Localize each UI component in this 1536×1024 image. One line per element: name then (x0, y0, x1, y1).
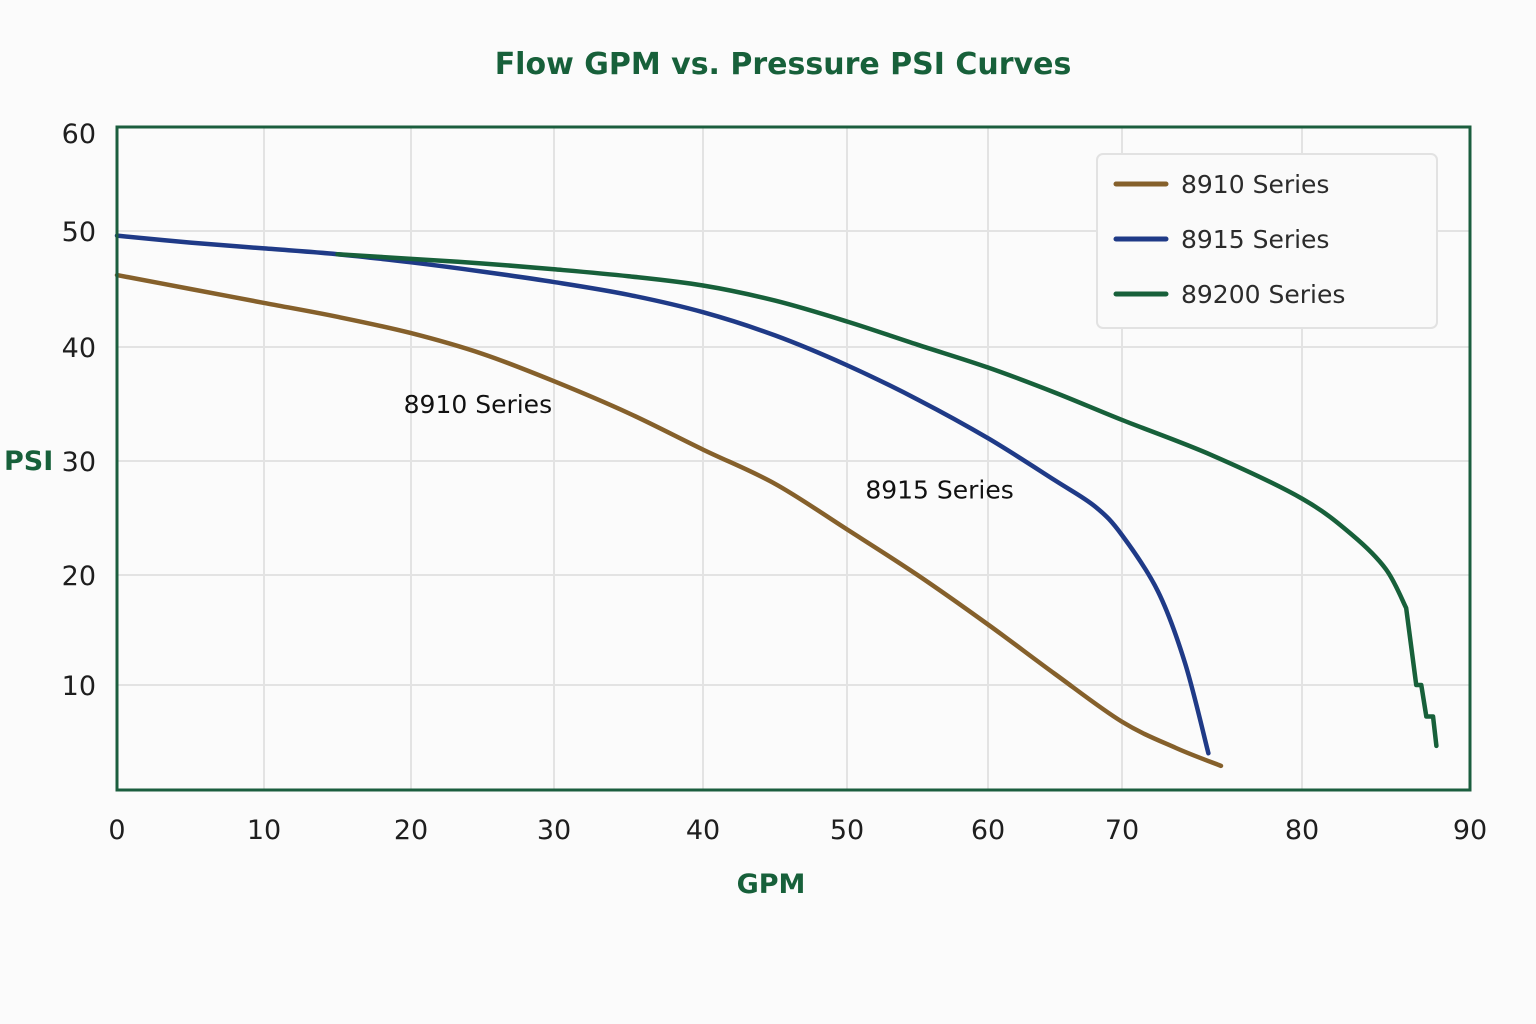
x-tick-label: 0 (108, 815, 125, 846)
legend-label: 8910 Series (1181, 170, 1329, 199)
series-annotation: 8915 Series (865, 476, 1013, 505)
legend-item: 89200 Series (1113, 280, 1345, 309)
series-annotation: 8910 Series (404, 390, 552, 419)
y-tick-label: 30 (62, 447, 96, 478)
y-tick-label: 50 (62, 217, 96, 248)
legend-item: 8910 Series (1113, 170, 1329, 199)
chart-title: Flow GPM vs. Pressure PSI Curves (495, 47, 1072, 82)
x-tick-label: 50 (830, 815, 864, 846)
series-line-89200-series (335, 251, 1439, 749)
x-tick-label: 80 (1285, 815, 1319, 846)
series-line-8910-series (114, 272, 1224, 769)
y-tick-label: 10 (62, 671, 96, 702)
x-tick-label: 60 (971, 815, 1005, 846)
y-tick-label: 20 (62, 561, 96, 592)
series-line-8915-series (114, 233, 1211, 756)
x-tick-label: 90 (1453, 815, 1487, 846)
series-lines (114, 233, 1439, 769)
x-tick-label: 20 (394, 815, 428, 846)
y-axis-ticks: 10 20 30 40 50 60 (62, 119, 96, 702)
x-tick-label: 30 (537, 815, 571, 846)
x-axis-label: GPM (737, 869, 806, 900)
plot-frame (115, 125, 1472, 792)
x-tick-label: 10 (247, 815, 281, 846)
annotations: 8910 Series 8915 Series (404, 390, 1014, 505)
legend: 8910 Series 8915 Series 89200 Series (1096, 153, 1438, 329)
legend-label: 89200 Series (1181, 280, 1345, 309)
x-tick-label: 40 (686, 815, 720, 846)
y-tick-label: 60 (62, 119, 96, 150)
x-tick-label: 70 (1105, 815, 1139, 846)
x-axis-ticks: 0 10 20 30 40 50 60 70 80 90 (108, 815, 1487, 846)
legend-label: 8915 Series (1181, 225, 1329, 254)
y-tick-label: 40 (62, 333, 96, 364)
legend-item: 8915 Series (1113, 225, 1329, 254)
legend-box (1096, 153, 1438, 329)
y-axis-label: PSI (4, 446, 53, 477)
